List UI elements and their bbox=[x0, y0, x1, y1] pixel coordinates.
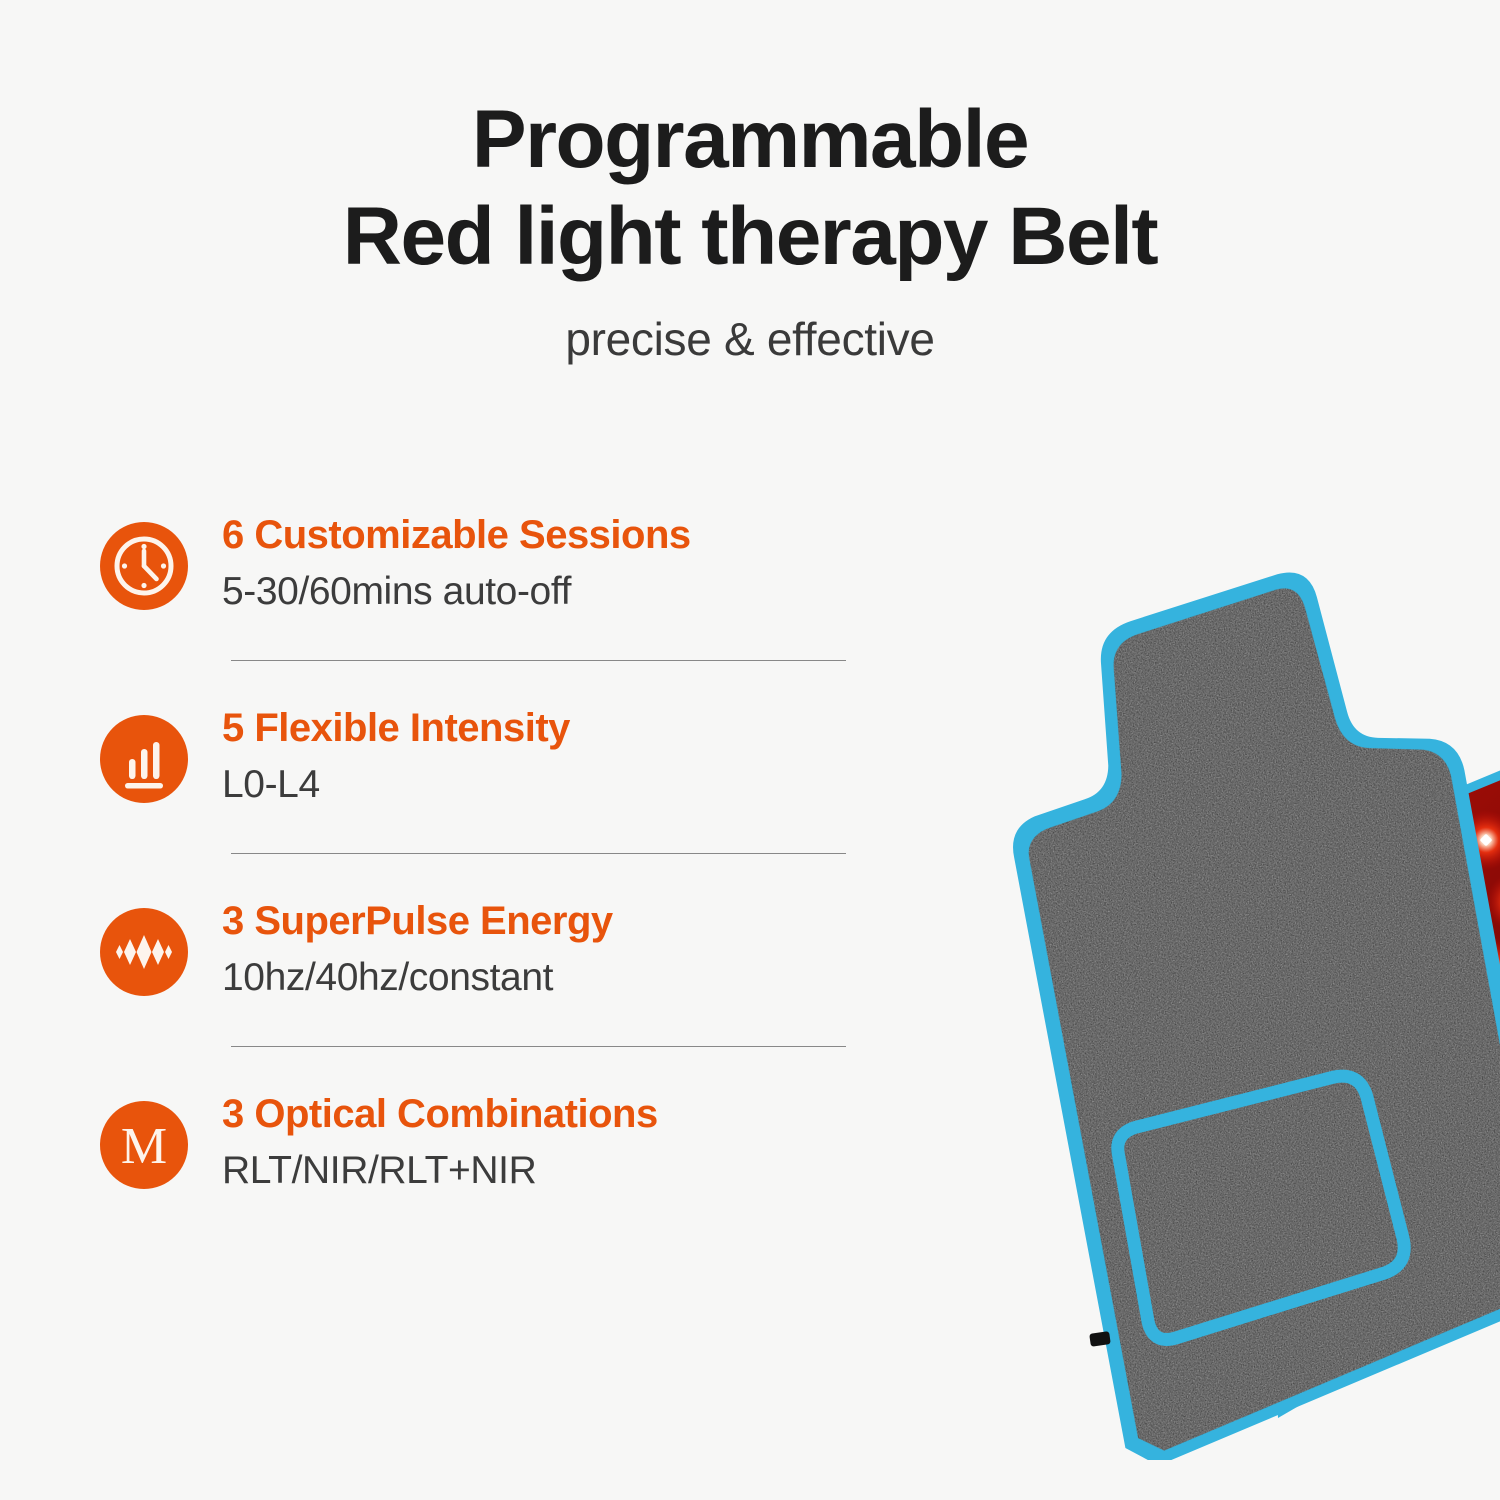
feature-title: 6 Customizable Sessions bbox=[222, 513, 691, 557]
page-header: Programmable Red light therapy Belt prec… bbox=[0, 92, 1500, 366]
feature-title: 3 SuperPulse Energy bbox=[222, 898, 613, 943]
svg-text:M: M bbox=[121, 1118, 167, 1175]
feature-subtitle: RLT/NIR/RLT+NIR bbox=[222, 1149, 537, 1193]
feature-title: 3 Optical Combinations bbox=[222, 1091, 658, 1136]
page-title-line-1: Programmable bbox=[471, 94, 1030, 185]
pulse-wave-icon bbox=[100, 907, 188, 996]
feature-list: 6 Customizable Sessions 5-30/60mins auto… bbox=[100, 508, 890, 1195]
feature-divider bbox=[231, 1045, 846, 1047]
connector-tab bbox=[1089, 1331, 1111, 1347]
feature-subtitle: 10hz/40hz/constant bbox=[222, 956, 554, 1000]
feature-item-superpulse: 3 SuperPulse Energy 10hz/40hz/constant bbox=[100, 894, 890, 1002]
clock-icon bbox=[100, 522, 188, 610]
page-subtitle: precise & effective bbox=[565, 312, 935, 365]
page-title-line-2: Red light therapy Belt bbox=[342, 190, 1159, 282]
letter-m-icon: M bbox=[100, 1100, 188, 1189]
feature-divider bbox=[231, 659, 846, 661]
bar-chart-icon bbox=[100, 714, 188, 803]
feature-item-sessions: 6 Customizable Sessions 5-30/60mins auto… bbox=[100, 508, 890, 616]
belt-body bbox=[1013, 572, 1500, 1460]
belt-illustration bbox=[1013, 572, 1500, 1460]
feature-title: 5 Flexible Intensity bbox=[222, 705, 570, 750]
feature-item-intensity: 5 Flexible Intensity L0-L4 bbox=[100, 701, 890, 809]
feature-item-optical: M 3 Optical Combinations RLT/NIR/RLT+NIR bbox=[100, 1087, 890, 1195]
feature-subtitle: 5-30/60mins auto-off bbox=[222, 570, 571, 614]
feature-subtitle: L0-L4 bbox=[222, 763, 320, 807]
feature-divider bbox=[231, 852, 846, 854]
product-image bbox=[930, 500, 1500, 1460]
